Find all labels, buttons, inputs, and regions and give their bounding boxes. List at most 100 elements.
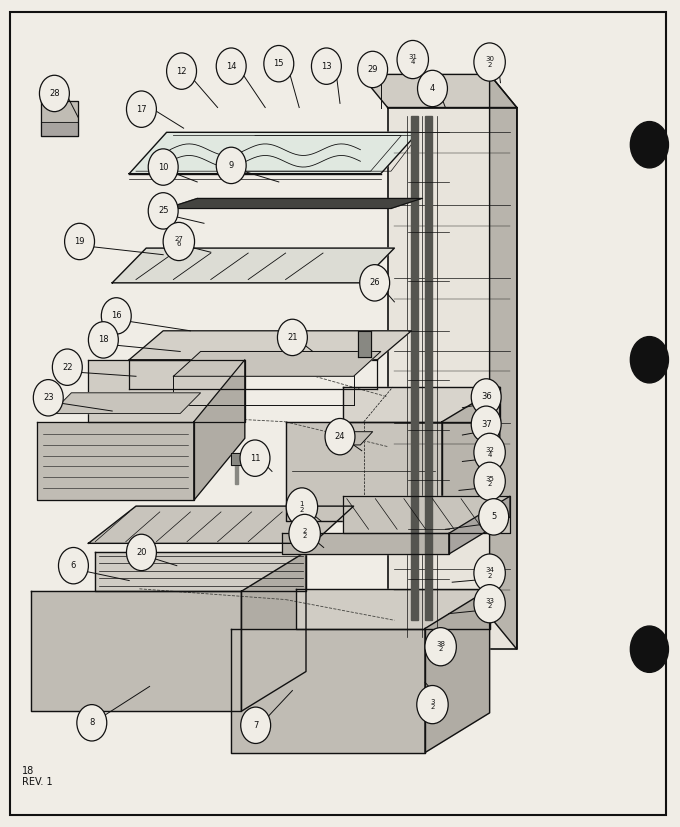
Text: 30
2: 30 2 (485, 56, 494, 68)
Circle shape (77, 705, 107, 741)
Circle shape (474, 433, 505, 471)
Text: 34
2: 34 2 (485, 567, 494, 579)
Circle shape (479, 499, 509, 535)
Text: 35
2: 35 2 (485, 476, 494, 487)
Circle shape (241, 707, 271, 743)
Polygon shape (129, 331, 411, 360)
Text: 15: 15 (273, 60, 284, 68)
Circle shape (397, 41, 428, 79)
Circle shape (474, 554, 505, 592)
Text: 6: 6 (71, 562, 76, 570)
Text: 4: 4 (430, 84, 435, 93)
Polygon shape (37, 422, 194, 500)
Polygon shape (241, 552, 306, 711)
Polygon shape (425, 589, 490, 753)
Circle shape (39, 75, 69, 112)
Text: 23: 23 (43, 394, 54, 402)
Polygon shape (51, 393, 201, 414)
Circle shape (358, 51, 388, 88)
Text: 5: 5 (491, 513, 496, 521)
Text: 22: 22 (62, 363, 73, 371)
Text: 11: 11 (250, 454, 260, 462)
Text: 21: 21 (287, 333, 298, 342)
Polygon shape (95, 552, 306, 591)
Polygon shape (449, 496, 510, 554)
Text: 8: 8 (89, 719, 95, 727)
Polygon shape (129, 132, 418, 174)
Polygon shape (442, 387, 500, 521)
Circle shape (148, 193, 178, 229)
Circle shape (418, 70, 447, 107)
Circle shape (33, 380, 63, 416)
Text: 14: 14 (226, 62, 237, 70)
Circle shape (630, 122, 668, 168)
Circle shape (630, 626, 668, 672)
Circle shape (163, 222, 194, 261)
Polygon shape (231, 453, 258, 465)
Polygon shape (41, 101, 78, 122)
Polygon shape (173, 351, 381, 376)
Circle shape (240, 440, 270, 476)
Polygon shape (388, 108, 517, 649)
Text: 10: 10 (158, 163, 169, 171)
Circle shape (471, 379, 501, 415)
Text: 18: 18 (98, 336, 109, 344)
Text: 18
REV. 1: 18 REV. 1 (22, 766, 52, 787)
Text: 25: 25 (158, 207, 169, 215)
Circle shape (286, 488, 318, 526)
Text: 36: 36 (481, 393, 492, 401)
Polygon shape (358, 331, 371, 357)
Text: 33
2: 33 2 (485, 598, 494, 609)
Circle shape (474, 43, 505, 81)
Polygon shape (296, 589, 490, 629)
Text: 28: 28 (49, 89, 60, 98)
Polygon shape (343, 387, 500, 422)
Circle shape (325, 418, 355, 455)
Circle shape (52, 349, 82, 385)
Circle shape (126, 534, 156, 571)
Circle shape (630, 337, 668, 383)
Text: 29: 29 (367, 65, 378, 74)
Text: 20: 20 (136, 548, 147, 557)
Text: 37: 37 (481, 420, 492, 428)
Circle shape (474, 585, 505, 623)
Circle shape (474, 462, 505, 500)
Text: 16: 16 (111, 312, 122, 320)
Polygon shape (360, 74, 517, 108)
Text: 17: 17 (136, 105, 147, 113)
Polygon shape (425, 116, 432, 620)
Polygon shape (286, 422, 442, 521)
Text: 32
4: 32 4 (485, 447, 494, 458)
Circle shape (425, 628, 456, 666)
Text: 2
2: 2 2 (303, 528, 307, 539)
Polygon shape (194, 360, 245, 500)
Text: 3
2: 3 2 (430, 699, 435, 710)
Polygon shape (41, 122, 78, 136)
Circle shape (148, 149, 178, 185)
Polygon shape (282, 533, 449, 554)
Circle shape (88, 322, 118, 358)
Circle shape (277, 319, 307, 356)
Polygon shape (167, 198, 422, 208)
Text: 12: 12 (176, 67, 187, 75)
Circle shape (471, 406, 501, 442)
Text: 27
6: 27 6 (174, 236, 184, 247)
Text: 38
2: 38 2 (436, 641, 445, 653)
Text: 19: 19 (74, 237, 85, 246)
Circle shape (126, 91, 156, 127)
Circle shape (417, 686, 448, 724)
Circle shape (167, 53, 197, 89)
Circle shape (58, 547, 88, 584)
Polygon shape (31, 591, 241, 711)
Polygon shape (88, 506, 354, 543)
Polygon shape (235, 465, 238, 484)
Circle shape (65, 223, 95, 260)
Text: 26: 26 (369, 279, 380, 287)
Polygon shape (411, 116, 418, 620)
Polygon shape (88, 360, 245, 422)
Polygon shape (112, 248, 394, 283)
Text: 9: 9 (228, 161, 234, 170)
Polygon shape (490, 74, 517, 649)
Circle shape (101, 298, 131, 334)
Circle shape (264, 45, 294, 82)
